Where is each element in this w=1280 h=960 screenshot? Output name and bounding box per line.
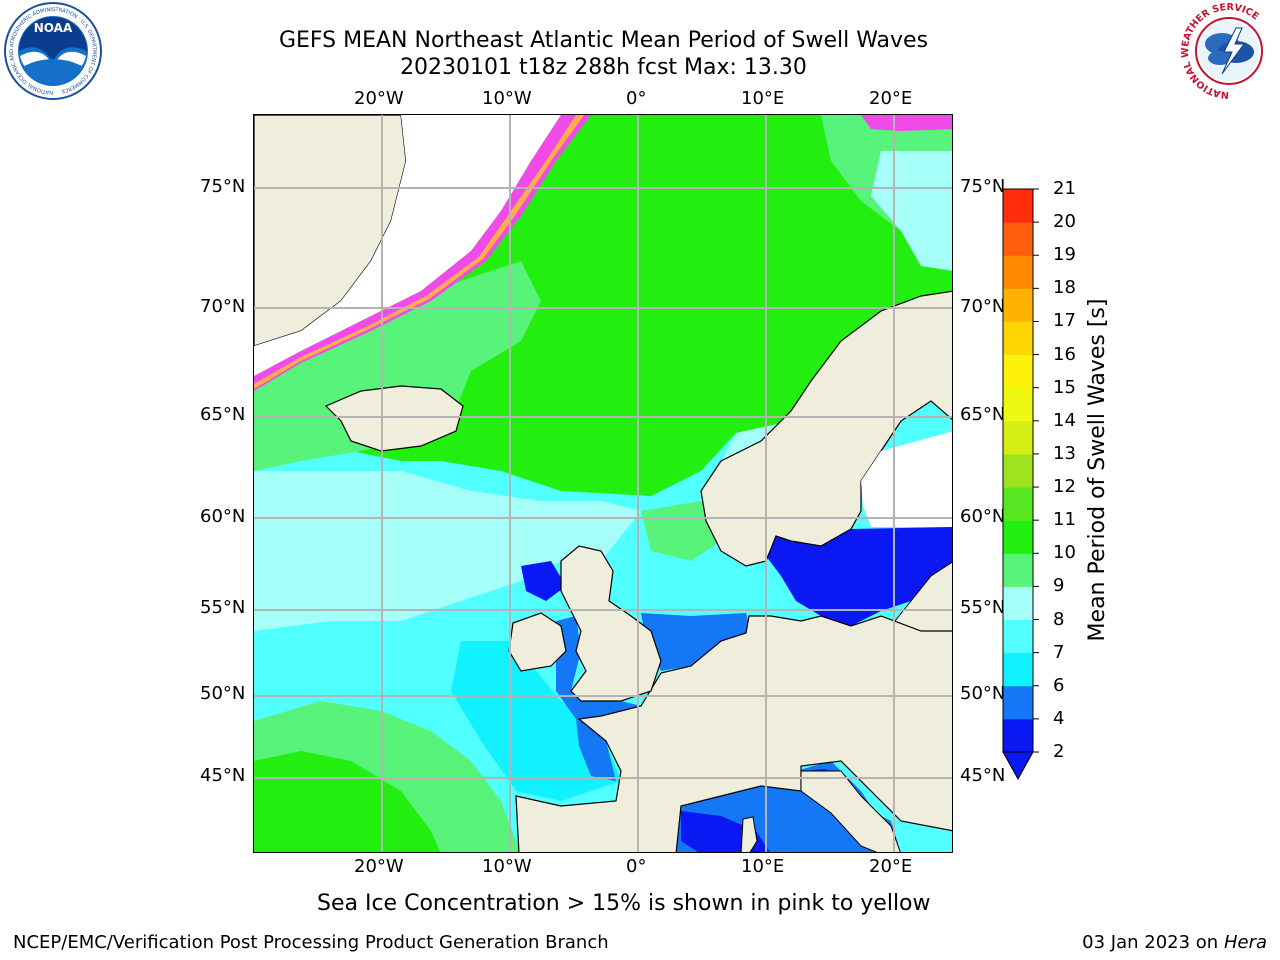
map-panel [253,114,953,853]
lon-label-top-0: 0° [626,88,647,109]
lon-label-top-20w: 20°W [354,88,404,109]
colorbar-tick-label: 14 [1053,409,1076,431]
swell-field-lightgreen-mid [641,501,721,561]
colorbar-tick-label: 10 [1053,542,1076,564]
colorbar-border [1002,188,1034,753]
colorbar-swatch [1003,189,1033,223]
lon-label-top-10w: 10°W [482,88,532,109]
colorbar-tick-label: 8 [1053,608,1065,630]
colorbar-swatch [1003,553,1033,587]
sea-ice-edge-pink [254,115,591,391]
colorbar-tick-label: 21 [1053,178,1076,199]
colorbar-tick-label: 9 [1053,575,1065,597]
colorbar-tick-label: 19 [1053,244,1076,266]
swell-field-deepblue-irishsea [521,561,566,601]
map-svg [254,115,952,852]
land-iceland [324,385,464,452]
colorbar-tick-label: 2 [1053,741,1065,762]
lat-label-left-60n: 60°N [200,506,246,527]
colorbar-tick-label: 17 [1053,310,1076,332]
colorbar-tick-label: 7 [1053,641,1065,663]
lon-label-top-20e: 20°E [869,88,913,109]
lat-label-right-50n: 50°N [960,683,1006,704]
swell-field-brightcyan [451,641,621,801]
lat-label-left-55n: 55°N [200,597,246,618]
footer-left: NCEP/EMC/Verification Post Processing Pr… [13,932,609,953]
lon-label-bottom-20e: 20°E [869,856,913,877]
colorbar-swatch [1003,222,1033,256]
lon-label-bottom-0: 0° [626,856,647,877]
lat-label-right-75n: 75°N [960,176,1006,197]
swell-field-green-south [254,751,441,852]
lat-label-left-70n: 70°N [200,296,246,317]
lon-label-bottom-10e: 10°E [741,856,785,877]
colorbar-swatch [1003,321,1033,356]
land-sardinia [740,816,758,852]
lat-label-right-55n: 55°N [960,597,1006,618]
ice-greenland-shelf [254,115,561,376]
colorbar-swatch [1003,718,1033,753]
noaa-logo-text: NOAA [34,21,73,35]
colorbar-swatch [1003,420,1033,455]
swell-field-palecyan-mid [254,471,641,631]
land-italy [800,770,901,852]
swell-field-deepblue-baltic [766,527,952,626]
land-europe [515,615,952,852]
colorbar-tick-label: 13 [1053,442,1076,464]
nws-logo: NATIONAL WEATHER SERVICE [1178,0,1280,100]
lat-label-right-45n: 45°N [960,765,1006,786]
colorbar-tick-label: 18 [1053,277,1076,299]
swell-field-blue-northsea [641,613,751,671]
colorbar-extend-triangle [1002,751,1034,781]
lat-label-right-70n: 70°N [960,296,1006,317]
lat-label-left-75n: 75°N [200,176,246,197]
colorbar-tick-label: 6 [1053,674,1065,696]
colorbar-tick-label: 15 [1053,376,1076,398]
colorbar-label: Mean Period of Swell Waves [s] [1085,298,1110,642]
lat-label-left-65n: 65°N [200,404,246,425]
colorbar-swatch [1003,453,1033,488]
colorbar-swatch [1003,487,1033,521]
land-scandinavia [700,290,952,567]
lon-label-bottom-20w: 20°W [354,856,404,877]
land-finland [861,431,952,527]
footer-host: Hera [1223,932,1267,953]
lat-label-left-45n: 45°N [200,765,246,786]
colorbar-tick-label: 12 [1053,476,1076,498]
colorbar-swatch [1003,619,1033,654]
footer-right: 03 Jan 2023 on Hera [1082,933,1267,953]
colorbar [998,183,1043,783]
colorbar-tick-label: 4 [1053,707,1065,729]
colorbar-tick-label: 11 [1053,509,1076,531]
colorbar-swatch [1003,387,1033,422]
colorbar-ticks: 2 4 6 7 8 9 10 11 12 13 14 15 16 17 18 19 20 21 [1050,0,1090,960]
graticule [254,115,952,852]
noaa-logo: NOAA NATIONAL OCEANIC AND ATMOSPHERIC AD… [2,0,104,100]
swell-field-lightgreen-north [254,261,541,471]
swell-field-blue-biscay [576,719,616,781]
figure-title-line2: 20230101 t18z 288h fcst Max: 13.30 [400,55,807,80]
colorbar-swatch [1003,255,1033,289]
colorbar-svg [1002,188,1039,781]
colorbar-swatch [1003,354,1033,389]
colorbar-swatch [1003,520,1033,554]
footer-date: 03 Jan 2023 on [1082,932,1224,953]
colorbar-tick-label: 20 [1053,211,1076,233]
lat-label-left-50n: 50°N [200,683,246,704]
colorbar-swatch [1003,652,1033,687]
lon-label-bottom-10w: 10°W [482,856,532,877]
colorbar-swatch [1003,586,1033,621]
colorbar-swatch [1003,288,1033,322]
figure-title-line1: GEFS MEAN Northeast Atlantic Mean Period… [278,28,929,53]
sea-ice-caption: Sea Ice Concentration > 15% is shown in … [317,891,931,916]
lon-label-top-10e: 10°E [741,88,785,109]
swell-field-palecyan-ne [871,151,952,271]
lat-label-right-60n: 60°N [960,506,1006,527]
colorbar-swatch [1003,685,1033,720]
lat-label-right-65n: 65°N [960,404,1006,425]
sea-ice-svalbard [861,115,952,131]
colorbar-tick-label: 16 [1053,343,1076,365]
